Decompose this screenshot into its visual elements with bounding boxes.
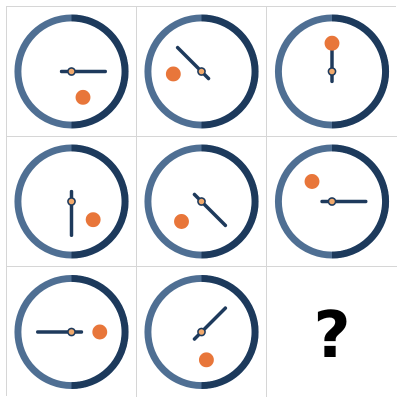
clock-pivot [197, 327, 206, 337]
clock-pivot [327, 67, 337, 76]
puzzle-cell-6 [267, 137, 397, 267]
clock-ring-arc [201, 144, 259, 259]
clock-ring-arc [71, 274, 129, 390]
clock-dot [174, 214, 189, 229]
puzzle-grid: ? [6, 6, 397, 397]
clock-icon [144, 14, 259, 129]
clock-pivot [67, 327, 76, 337]
clock-dot [198, 352, 214, 368]
clock-ring-arc [331, 144, 390, 259]
clock-ring-arc [201, 14, 259, 129]
puzzle-cell-5 [137, 137, 267, 267]
puzzle-cell-7 [7, 267, 137, 397]
puzzle-cell-8 [137, 267, 267, 397]
puzzle-cell-1 [7, 7, 137, 137]
clock-pivot [197, 197, 206, 206]
answer-cell[interactable]: ? [267, 267, 397, 397]
clock-pivot [67, 67, 76, 76]
puzzle-cell-2 [137, 7, 267, 137]
clock-icon [274, 14, 390, 129]
clock-ring-arc [331, 14, 390, 129]
clock-ring-arc [201, 274, 259, 390]
clock-pivot [327, 197, 337, 206]
clock-icon [14, 274, 129, 390]
clock-dot [324, 35, 340, 51]
clock-icon [14, 14, 129, 129]
clock-icon [14, 144, 129, 259]
clock-dot [304, 174, 320, 189]
clock-icon [144, 144, 259, 259]
clock-dot [75, 89, 91, 105]
puzzle-cell-4 [7, 137, 137, 267]
clock-pivot [197, 67, 206, 76]
puzzle-cell-3 [267, 7, 397, 137]
clock-icon [274, 144, 390, 259]
clock-ring-arc [71, 144, 129, 259]
clock-dot [92, 324, 108, 340]
clock-pivot [67, 197, 76, 206]
clock-dot [165, 66, 181, 82]
clock-dot [85, 212, 101, 228]
question-mark: ? [313, 299, 351, 373]
clock-ring-arc [71, 14, 129, 129]
clock-icon [144, 274, 259, 390]
